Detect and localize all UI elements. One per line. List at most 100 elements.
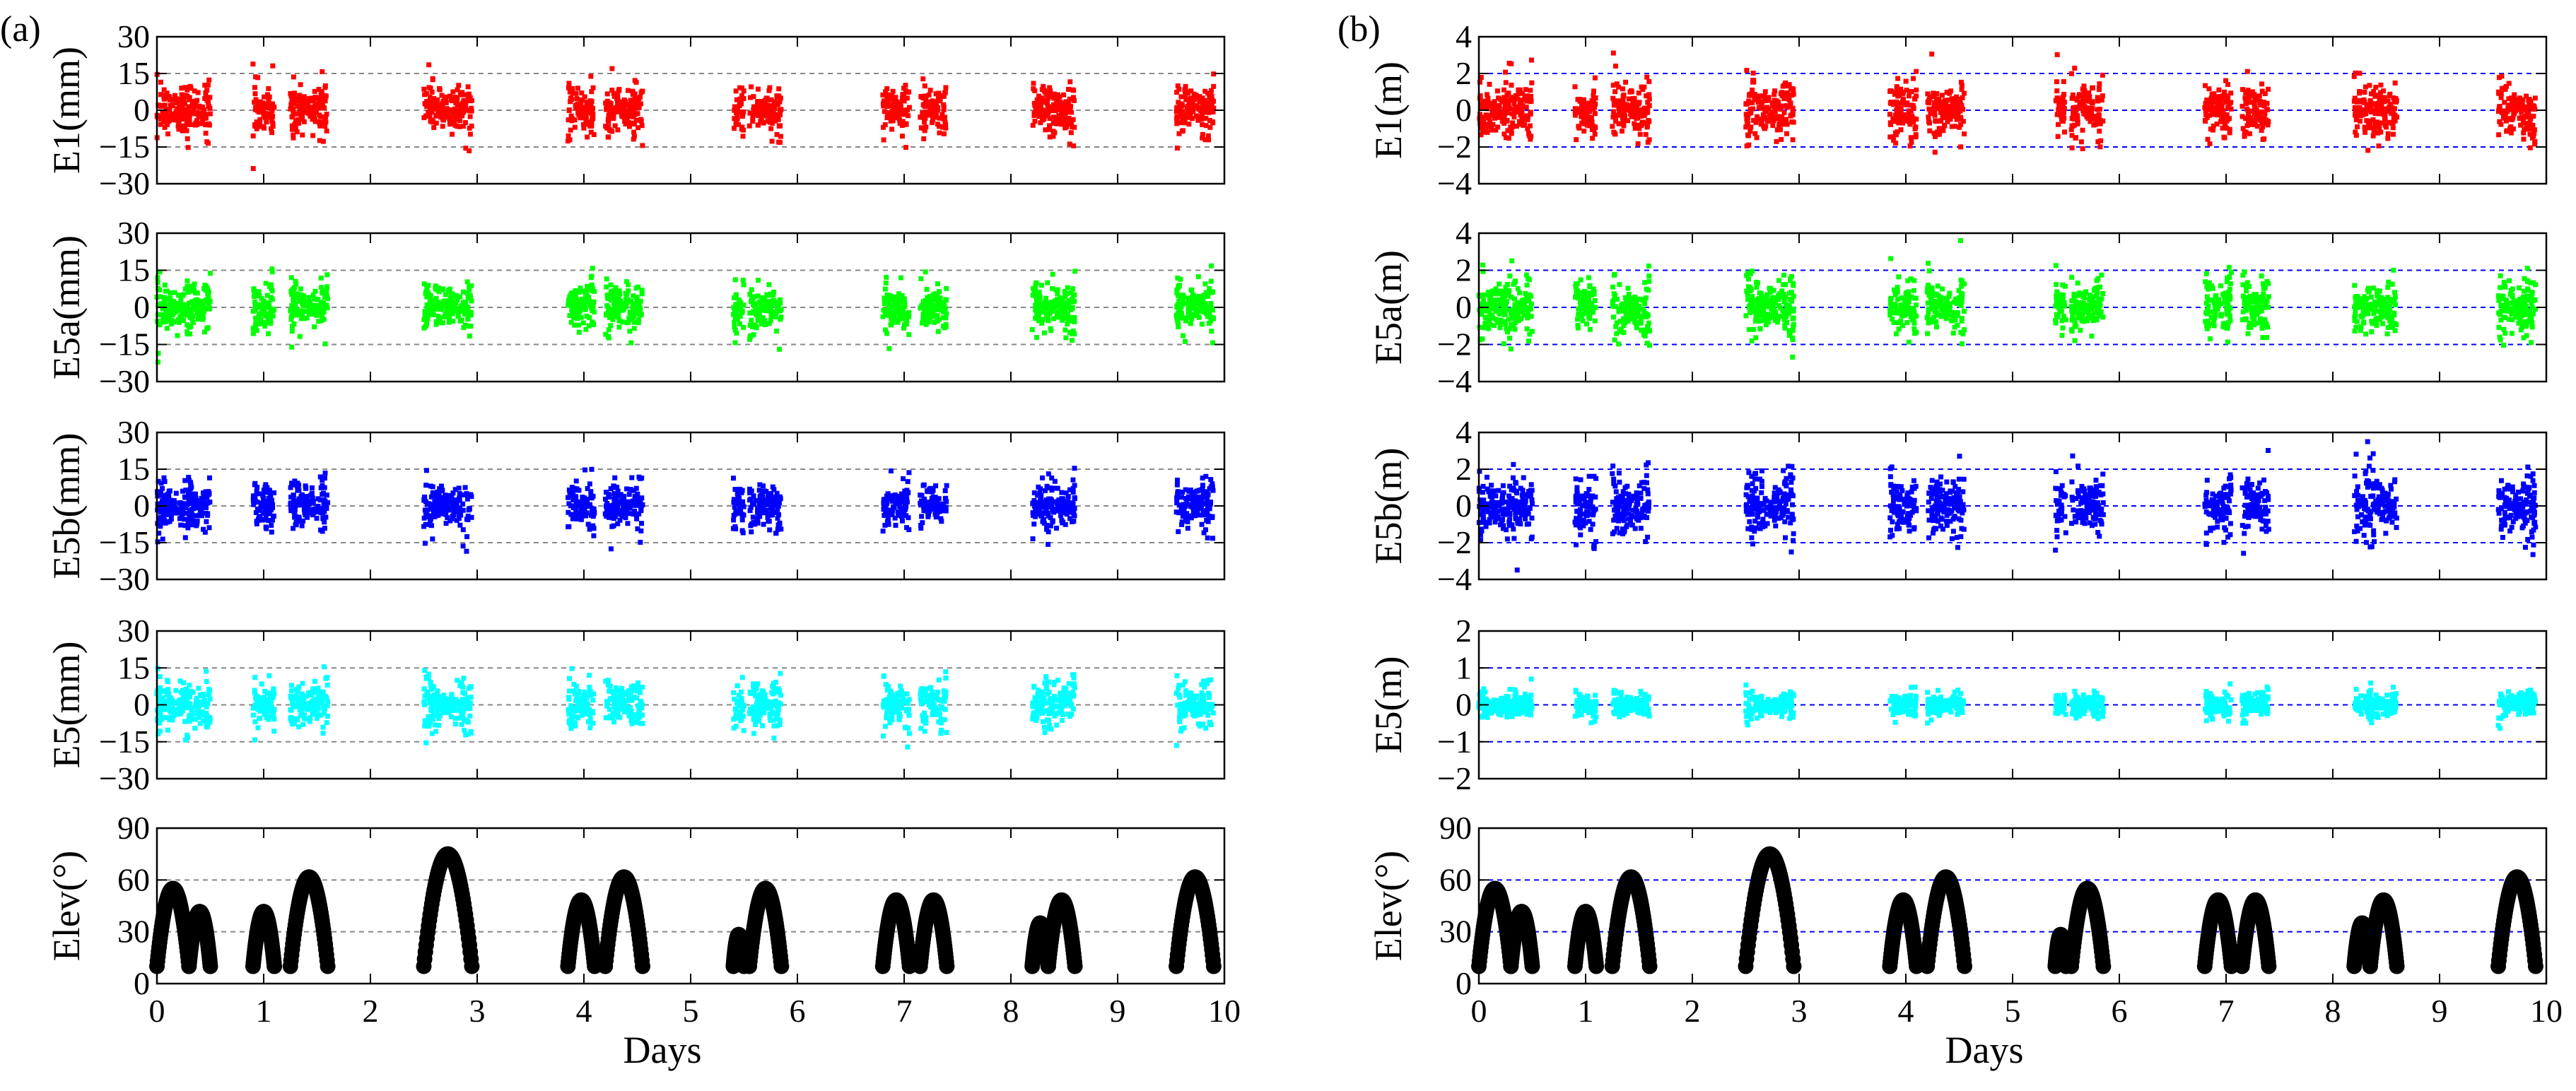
data-point (944, 285, 949, 291)
data-point (309, 510, 315, 516)
data-point (766, 282, 772, 288)
data-point (427, 720, 433, 726)
data-point (179, 501, 185, 507)
data-point (192, 711, 197, 716)
data-point (158, 104, 164, 110)
data-point (591, 299, 597, 305)
data-point (266, 85, 271, 91)
data-point (573, 512, 579, 517)
data-point (424, 320, 430, 326)
data-point (464, 279, 470, 285)
data-point (252, 493, 258, 499)
data-point (462, 699, 468, 704)
data-point (630, 309, 636, 314)
data-point (930, 292, 936, 297)
data-point (589, 98, 595, 104)
data-point (457, 510, 462, 516)
data-point (939, 307, 944, 313)
data-point (583, 326, 589, 332)
data-point (169, 117, 175, 122)
data-point (772, 114, 778, 120)
data-point (759, 110, 765, 115)
data-point (446, 709, 452, 715)
data-point (1198, 114, 1203, 119)
data-point (180, 694, 186, 700)
data-point (579, 90, 585, 96)
data-point (435, 500, 440, 506)
data-point (427, 99, 433, 105)
data-point (290, 126, 295, 132)
data-point (318, 712, 324, 718)
data-point (291, 494, 296, 500)
data-point (322, 526, 327, 531)
data-point (890, 96, 896, 102)
data-point (447, 286, 452, 292)
data-point (323, 694, 329, 700)
data-point (1205, 90, 1211, 96)
data-point (172, 290, 177, 295)
data-point (206, 719, 211, 725)
data-point (943, 85, 949, 90)
data-point (157, 674, 163, 680)
data-point (440, 509, 445, 514)
data-point (567, 490, 573, 495)
data-point (623, 296, 629, 302)
data-point (920, 102, 926, 108)
data-point (288, 508, 294, 514)
data-point (265, 316, 271, 322)
data-point (321, 664, 327, 670)
data-point (778, 300, 783, 306)
data-point (250, 133, 256, 138)
y-tick-label: 0 (134, 92, 150, 128)
data-point (322, 502, 328, 508)
data-point (264, 697, 269, 703)
data-point (1056, 113, 1062, 119)
data-point (179, 697, 185, 702)
data-point (942, 131, 947, 136)
data-point (289, 311, 295, 317)
data-point (737, 97, 743, 102)
data-point (1209, 88, 1214, 93)
data-point (626, 120, 631, 126)
data-point (1210, 488, 1216, 493)
data-point (1032, 514, 1038, 519)
data-point (1041, 115, 1047, 121)
data-point (460, 124, 466, 129)
data-point (906, 113, 911, 119)
data-point (204, 283, 209, 289)
data-point (638, 298, 643, 304)
data-point (462, 702, 468, 708)
data-point (265, 705, 271, 711)
data-point (1180, 333, 1185, 338)
y-tick-label: 15 (117, 451, 150, 487)
data-point (291, 300, 296, 305)
data-point (588, 489, 594, 495)
data-point (320, 317, 325, 322)
data-point (890, 319, 896, 325)
data-point (421, 702, 427, 707)
data-point (440, 104, 445, 110)
data-point (452, 487, 458, 493)
y-axis-label: E1(mm) (45, 47, 88, 174)
data-point (633, 485, 639, 491)
data-point (1203, 311, 1209, 317)
data-point (443, 696, 448, 702)
data-point (259, 681, 264, 687)
data-point (574, 297, 580, 302)
data-point (579, 301, 585, 307)
data-point (160, 704, 165, 709)
data-point (254, 328, 259, 334)
data-point (569, 307, 575, 312)
data-point (759, 295, 764, 300)
data-point (756, 300, 761, 305)
data-point (620, 307, 626, 313)
data-point (190, 690, 196, 695)
data-point (1175, 276, 1181, 281)
data-point (162, 118, 168, 124)
data-point (180, 488, 185, 494)
data-point (587, 725, 593, 731)
data-point (740, 530, 746, 536)
data-point (639, 123, 645, 129)
data-point (632, 95, 638, 101)
data-point (1199, 521, 1205, 527)
